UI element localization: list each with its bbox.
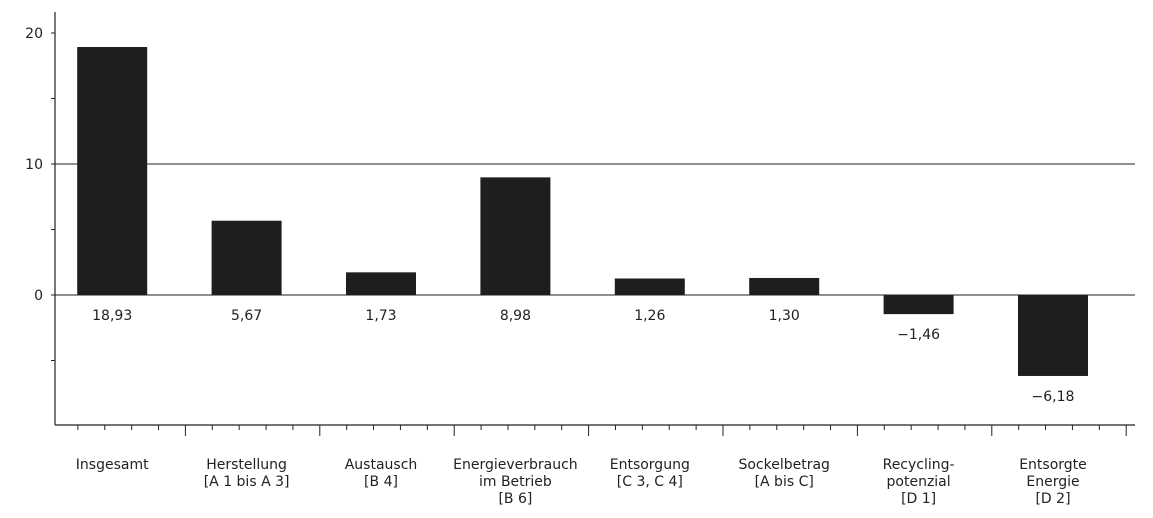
value-label-4: 1,26 (634, 308, 665, 324)
category-label-line: [D 1] (901, 491, 936, 507)
bar-7 (1018, 295, 1088, 376)
bar-4 (614, 278, 685, 295)
bar-6 (883, 295, 954, 315)
category-label-line: [B 4] (364, 474, 398, 490)
category-label-line: potenzial (887, 474, 951, 490)
category-label-4: Entsorgung [C 3, C 4] (610, 457, 690, 490)
category-label-line: im Betrieb (479, 474, 552, 490)
category-label-line: Insgesamt (76, 457, 149, 473)
value-label-1: 5,67 (231, 308, 262, 324)
category-label-line: [C 3, C 4] (617, 474, 683, 490)
category-label-line: [B 6] (498, 491, 532, 507)
category-label-line: Entsorgte (1019, 457, 1087, 473)
category-label-line: Austausch (345, 457, 418, 473)
category-label-3: Energieverbrauch im Betrieb [B 6] (453, 457, 578, 507)
bar-5 (749, 277, 820, 295)
value-label-3: 8,98 (500, 308, 531, 324)
category-label-line: Sockelbetrag (738, 457, 829, 473)
category-label-line: Herstellung (206, 457, 287, 473)
value-label-2: 1,73 (365, 308, 396, 324)
bar-0 (77, 47, 148, 295)
category-label-line: [A bis C] (755, 474, 814, 490)
value-label-5: 1,30 (769, 308, 800, 324)
bar-3 (480, 177, 551, 295)
category-label-line: Recycling- (883, 457, 955, 473)
category-label-line: Energieverbrauch (453, 457, 578, 473)
y-tick-label: 10 (25, 157, 43, 173)
category-label-line: Energie (1026, 474, 1079, 490)
value-label-6: −1,46 (897, 327, 940, 343)
category-label-2: Austausch [B 4] (345, 457, 418, 490)
category-label-6: Recycling-potenzial [D 1] (883, 457, 955, 507)
bar-2 (346, 272, 416, 295)
category-label-line: [A 1 bis A 3] (204, 474, 290, 490)
value-label-7: −6,18 (1032, 389, 1075, 405)
category-label-7: Entsorgte Energie [D 2] (1019, 457, 1087, 507)
category-label-5: Sockelbetrag [A bis C] (738, 457, 829, 490)
bar-1 (211, 220, 282, 295)
y-tick-label: 20 (25, 26, 43, 42)
category-label-line: Entsorgung (610, 457, 690, 473)
value-label-0: 18,93 (92, 308, 132, 324)
category-label-1: Herstellung [A 1 bis A 3] (204, 457, 290, 490)
y-tick-label: 0 (34, 288, 43, 304)
category-label-0: Insgesamt (76, 457, 149, 473)
category-label-line: [D 2] (1035, 491, 1070, 507)
